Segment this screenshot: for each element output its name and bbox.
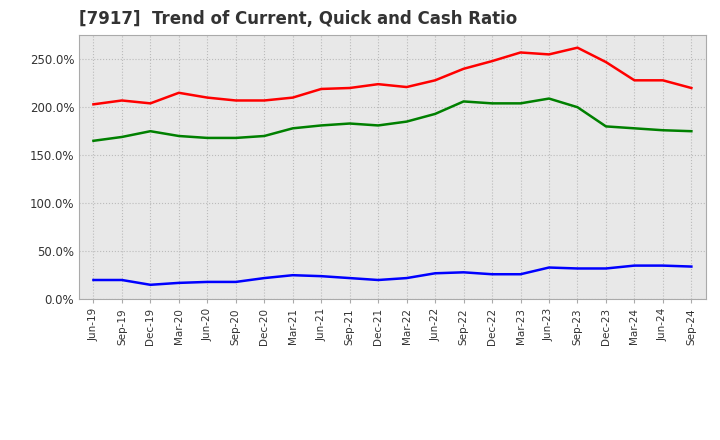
- Current Ratio: [260, 98, 269, 103]
- Quick Ratio: [317, 123, 325, 128]
- Cash Ratio: [687, 264, 696, 269]
- Quick Ratio: [487, 101, 496, 106]
- Quick Ratio: [117, 134, 126, 139]
- Current Ratio: [630, 78, 639, 83]
- Cash Ratio: [630, 263, 639, 268]
- Cash Ratio: [203, 279, 212, 285]
- Current Ratio: [317, 86, 325, 92]
- Line: Cash Ratio: Cash Ratio: [94, 266, 691, 285]
- Quick Ratio: [516, 101, 525, 106]
- Current Ratio: [516, 50, 525, 55]
- Quick Ratio: [431, 111, 439, 117]
- Line: Quick Ratio: Quick Ratio: [94, 99, 691, 141]
- Cash Ratio: [487, 271, 496, 277]
- Current Ratio: [573, 45, 582, 50]
- Current Ratio: [374, 81, 382, 87]
- Current Ratio: [459, 66, 468, 71]
- Cash Ratio: [459, 270, 468, 275]
- Quick Ratio: [374, 123, 382, 128]
- Quick Ratio: [146, 128, 155, 134]
- Quick Ratio: [289, 126, 297, 131]
- Cash Ratio: [346, 275, 354, 281]
- Cash Ratio: [146, 282, 155, 287]
- Quick Ratio: [573, 105, 582, 110]
- Current Ratio: [402, 84, 411, 90]
- Cash Ratio: [289, 272, 297, 278]
- Current Ratio: [431, 78, 439, 83]
- Quick Ratio: [402, 119, 411, 124]
- Cash Ratio: [174, 280, 183, 286]
- Cash Ratio: [602, 266, 611, 271]
- Current Ratio: [346, 85, 354, 91]
- Cash Ratio: [573, 266, 582, 271]
- Line: Current Ratio: Current Ratio: [94, 48, 691, 104]
- Current Ratio: [117, 98, 126, 103]
- Cash Ratio: [317, 274, 325, 279]
- Current Ratio: [232, 98, 240, 103]
- Quick Ratio: [346, 121, 354, 126]
- Current Ratio: [289, 95, 297, 100]
- Quick Ratio: [659, 128, 667, 133]
- Quick Ratio: [89, 138, 98, 143]
- Cash Ratio: [545, 265, 554, 270]
- Current Ratio: [687, 85, 696, 91]
- Quick Ratio: [545, 96, 554, 101]
- Cash Ratio: [89, 277, 98, 282]
- Current Ratio: [602, 59, 611, 65]
- Current Ratio: [487, 59, 496, 64]
- Quick Ratio: [459, 99, 468, 104]
- Current Ratio: [174, 90, 183, 95]
- Quick Ratio: [630, 126, 639, 131]
- Current Ratio: [659, 78, 667, 83]
- Cash Ratio: [374, 277, 382, 282]
- Text: [7917]  Trend of Current, Quick and Cash Ratio: [7917] Trend of Current, Quick and Cash …: [79, 10, 518, 28]
- Cash Ratio: [117, 277, 126, 282]
- Cash Ratio: [260, 275, 269, 281]
- Cash Ratio: [659, 263, 667, 268]
- Current Ratio: [203, 95, 212, 100]
- Cash Ratio: [516, 271, 525, 277]
- Quick Ratio: [260, 133, 269, 139]
- Quick Ratio: [602, 124, 611, 129]
- Quick Ratio: [232, 135, 240, 140]
- Cash Ratio: [232, 279, 240, 285]
- Quick Ratio: [203, 135, 212, 140]
- Cash Ratio: [402, 275, 411, 281]
- Current Ratio: [89, 102, 98, 107]
- Current Ratio: [545, 52, 554, 57]
- Quick Ratio: [687, 128, 696, 134]
- Quick Ratio: [174, 133, 183, 139]
- Current Ratio: [146, 101, 155, 106]
- Cash Ratio: [431, 271, 439, 276]
